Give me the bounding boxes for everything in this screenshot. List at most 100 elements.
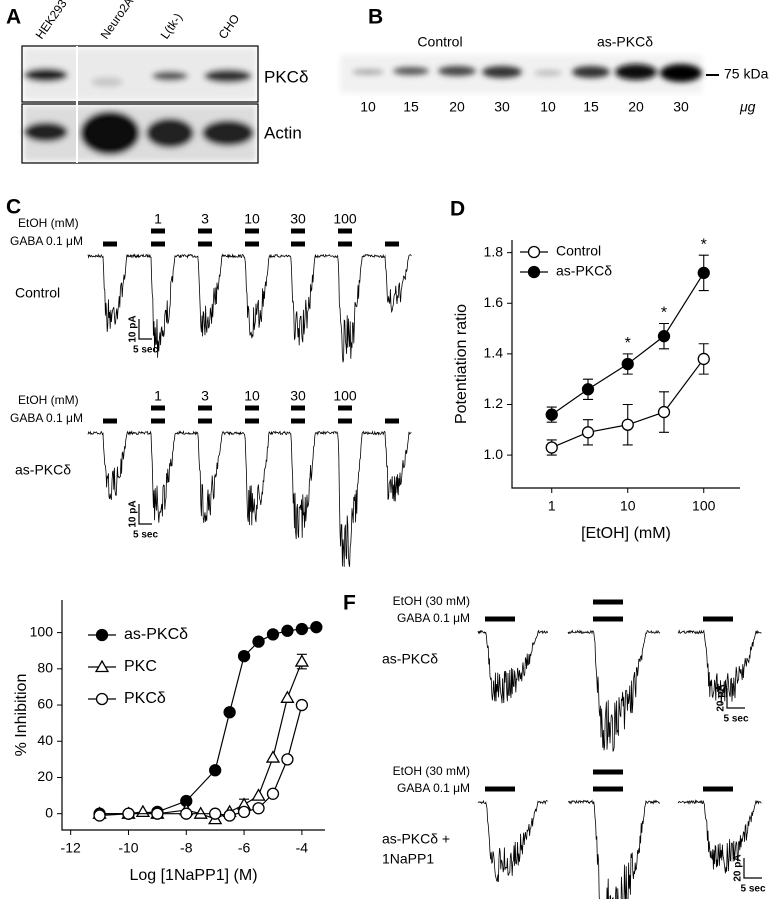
application-bar — [485, 786, 515, 792]
lane-label: 15 — [583, 99, 599, 115]
marker — [310, 621, 323, 634]
x-tick-label: -8 — [180, 840, 193, 856]
x-tick-label: -4 — [296, 840, 309, 856]
scale-label: 10 pA — [128, 500, 139, 527]
marker — [657, 405, 671, 419]
concentration-label: 3 — [201, 388, 209, 404]
application-bar — [703, 786, 733, 792]
x-axis-label: [EtOH] (mM) — [581, 525, 671, 542]
x-tick-label: -12 — [61, 840, 81, 856]
scale-label: 5 sec — [133, 345, 158, 356]
marker — [122, 807, 135, 820]
significance-label: * — [625, 335, 631, 352]
gaba-label: GABA 0.1 μM — [10, 411, 83, 425]
y-tick-label: 1.8 — [484, 243, 504, 259]
concentration-label: 100 — [333, 388, 357, 404]
gaba-label: GABA 0.1 μM — [397, 781, 470, 795]
concentration-label: 3 — [201, 211, 209, 227]
application-bar — [385, 241, 399, 247]
application-bar — [593, 599, 623, 605]
marker — [294, 654, 309, 667]
y-tick-label: 100 — [30, 623, 54, 639]
application-bar — [291, 228, 305, 234]
y-tick-label: 40 — [37, 732, 53, 748]
current-trace — [677, 799, 762, 874]
unit-label: μg — [739, 99, 756, 115]
lane-label: 30 — [494, 99, 510, 115]
application-bar — [198, 241, 212, 247]
concentration-label: 10 — [244, 388, 260, 404]
etoh-label: EtOH (mM) — [18, 216, 79, 230]
blot-frame — [21, 45, 259, 103]
y-tick-label: 1.6 — [484, 294, 504, 310]
application-bar — [291, 418, 305, 424]
panel-letter: F — [343, 592, 356, 615]
significance-label: * — [701, 236, 707, 253]
marker — [280, 690, 295, 703]
legend-label: as-PKCδ — [124, 626, 188, 643]
application-bar — [593, 769, 623, 775]
marker — [209, 807, 222, 820]
etoh-label: EtOH (30 mM) — [393, 594, 470, 608]
marker — [94, 659, 110, 673]
current-trace — [87, 430, 412, 567]
marker — [95, 628, 109, 642]
legend-label: PKC — [124, 658, 157, 675]
marker — [252, 802, 265, 815]
application-bar — [593, 616, 623, 622]
marker — [295, 698, 309, 712]
concentration-label: 30 — [290, 388, 306, 404]
x-tick-label: 1 — [548, 498, 556, 514]
group-label: as-PKCδ — [597, 34, 653, 50]
marker — [581, 383, 595, 396]
significance-label: * — [661, 305, 667, 322]
concentration-label: 1 — [154, 388, 162, 404]
application-bar — [338, 228, 352, 234]
x-tick-label: 10 — [620, 498, 636, 514]
marker — [697, 352, 710, 366]
current-trace — [477, 629, 548, 704]
panel-letter: C — [6, 196, 21, 219]
marker — [621, 418, 634, 431]
y-tick-label: 1.2 — [484, 395, 504, 411]
marker — [209, 764, 222, 777]
panel-letter: B — [368, 6, 383, 29]
marker — [265, 750, 281, 763]
application-bar — [703, 616, 733, 622]
scale-bar — [743, 858, 762, 879]
panel-letter: A — [6, 6, 21, 29]
marker — [527, 265, 541, 279]
marker — [281, 624, 294, 637]
application-bar — [245, 228, 259, 234]
x-tick-label: -6 — [238, 840, 251, 856]
application-bar — [151, 405, 165, 411]
marker — [93, 809, 106, 822]
row-label: PKCδ — [264, 67, 308, 86]
gaba-label: GABA 0.1 μM — [397, 611, 470, 625]
marker — [545, 408, 558, 421]
concentration-label: 10 — [244, 211, 260, 227]
y-tick-label: 1.0 — [484, 446, 504, 462]
group-label: Control — [417, 34, 462, 50]
marker — [223, 706, 236, 719]
y-tick-label: 20 — [37, 768, 53, 784]
application-bar — [291, 241, 305, 247]
current-trace — [87, 253, 412, 363]
scale-label: 5 sec — [133, 530, 158, 541]
marker — [252, 635, 265, 648]
concentration-label: 1 — [154, 211, 162, 227]
application-bar — [151, 241, 165, 247]
application-bar — [338, 241, 352, 247]
application-bar — [485, 616, 515, 622]
marker — [237, 649, 251, 663]
application-bar — [103, 418, 117, 424]
lane-label: 20 — [628, 99, 644, 115]
lane-label: 30 — [673, 99, 689, 115]
current-trace — [477, 799, 548, 883]
application-bar — [291, 405, 305, 411]
y-tick-label: 0 — [45, 804, 53, 820]
legend-label: PKCδ — [124, 690, 166, 707]
marker — [223, 809, 236, 822]
scale-bar — [138, 319, 152, 340]
